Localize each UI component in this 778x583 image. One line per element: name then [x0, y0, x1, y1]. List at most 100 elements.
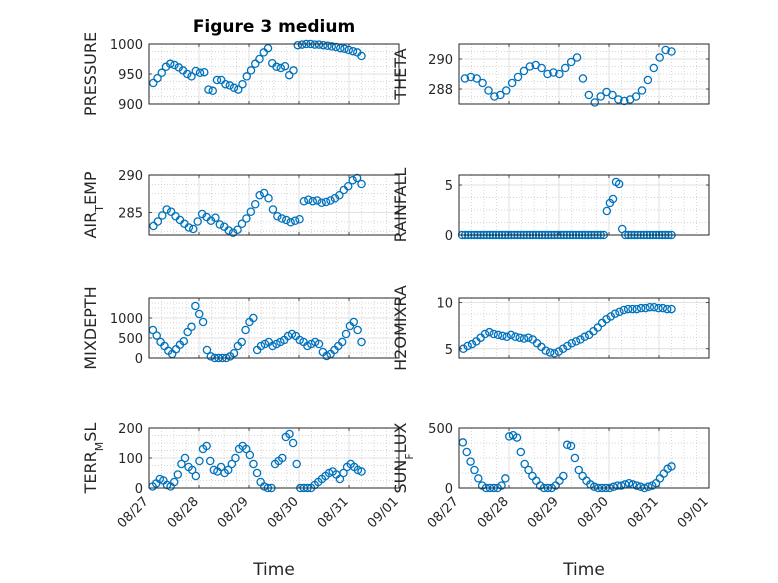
- x-tick-label: 08/30: [265, 494, 302, 531]
- axis-y-label: AIRTEMP: [81, 171, 106, 238]
- subplot-2: 288 290 THETA: [391, 43, 710, 107]
- data-point: [246, 66, 256, 75]
- x-tick-label: 08/31: [625, 494, 662, 531]
- data-point: [617, 481, 626, 490]
- data-point: [549, 68, 558, 77]
- data-point: [278, 453, 287, 463]
- y-tick-label: 290: [118, 169, 143, 184]
- data-point: [525, 62, 535, 71]
- data-point: [667, 462, 676, 471]
- data-point: [566, 441, 576, 451]
- data-point: [245, 450, 255, 460]
- axis-y-label: TERRMSL: [81, 423, 106, 495]
- data-point: [467, 339, 477, 349]
- data-point: [550, 349, 559, 358]
- data-point: [198, 317, 208, 327]
- data-point: [496, 90, 505, 100]
- data-point: [286, 217, 295, 227]
- data-point: [609, 482, 618, 492]
- axis-x-label: Time: [562, 560, 605, 580]
- data-point: [506, 330, 516, 340]
- data-point: [229, 348, 239, 358]
- data-point: [318, 40, 328, 50]
- y-tick-label: 0: [445, 229, 453, 244]
- data-point: [628, 304, 637, 314]
- data-point: [179, 336, 189, 346]
- data-point: [504, 432, 514, 441]
- data-point: [470, 465, 479, 475]
- data-point: [166, 207, 176, 216]
- data-point: [221, 79, 230, 89]
- data-point: [501, 474, 510, 483]
- data-point: [620, 96, 629, 106]
- data-point: [314, 40, 324, 49]
- data-point: [321, 197, 331, 207]
- data-point: [337, 337, 347, 347]
- data-point: [202, 441, 211, 451]
- data-point: [255, 54, 264, 64]
- data-point: [667, 304, 676, 314]
- data-point: [184, 223, 194, 232]
- data-point: [349, 317, 359, 327]
- data-point: [276, 63, 285, 73]
- data-point: [563, 341, 572, 351]
- data-point: [513, 72, 523, 82]
- data-point: [246, 207, 256, 216]
- data-point: [543, 69, 552, 79]
- data-point: [580, 332, 590, 342]
- data-point: [524, 465, 533, 475]
- data-point: [348, 46, 358, 56]
- data-point: [308, 196, 318, 206]
- data-point: [614, 95, 623, 104]
- data-point: [649, 63, 659, 73]
- data-point: [189, 224, 198, 234]
- data-point: [501, 86, 511, 95]
- subplot-6: 5 10 H2OMIXRA: [391, 285, 710, 371]
- axes-frame: [148, 174, 400, 236]
- data-point: [340, 44, 349, 54]
- data-point: [180, 453, 190, 463]
- data-point: [655, 53, 664, 62]
- axes-frame: [458, 43, 710, 105]
- data-point: [606, 312, 616, 321]
- data-point: [317, 198, 326, 207]
- data-point: [602, 206, 612, 216]
- data-point: [238, 79, 247, 89]
- data-point: [191, 471, 201, 481]
- data-point: [357, 51, 366, 61]
- data-point: [233, 225, 242, 234]
- data-point: [631, 92, 641, 101]
- data-point: [187, 72, 196, 81]
- data-point: [561, 63, 570, 73]
- data-point: [610, 309, 620, 318]
- data-point: [182, 69, 192, 79]
- data-point: [589, 482, 599, 492]
- y-tick-label: 950: [118, 68, 143, 83]
- axis-x-label: Time: [252, 560, 295, 580]
- axis-y-label: PRESSURE: [81, 32, 100, 116]
- data-point: [584, 90, 594, 100]
- data-point: [353, 325, 362, 335]
- data-point: [211, 213, 220, 222]
- y-tick-label: 285: [118, 207, 143, 222]
- data-point: [570, 453, 580, 463]
- data-point: [199, 67, 209, 77]
- data-point: [662, 304, 672, 314]
- y-tick-label: 1000: [110, 38, 143, 53]
- data-point: [636, 303, 646, 313]
- data-point: [225, 81, 234, 90]
- x-tick-label: 09/01: [365, 494, 402, 531]
- axis-y-label: MIXDEPTH: [81, 286, 100, 369]
- data-point: [295, 214, 304, 224]
- data-point: [153, 217, 163, 226]
- data-point: [212, 75, 222, 85]
- data-point: [194, 309, 204, 319]
- data-point: [497, 481, 506, 490]
- data-point: [519, 66, 529, 76]
- data-point: [205, 456, 215, 466]
- data-point: [658, 303, 668, 313]
- data-point: [490, 92, 499, 101]
- data-point: [562, 440, 572, 450]
- data-point: [255, 190, 264, 200]
